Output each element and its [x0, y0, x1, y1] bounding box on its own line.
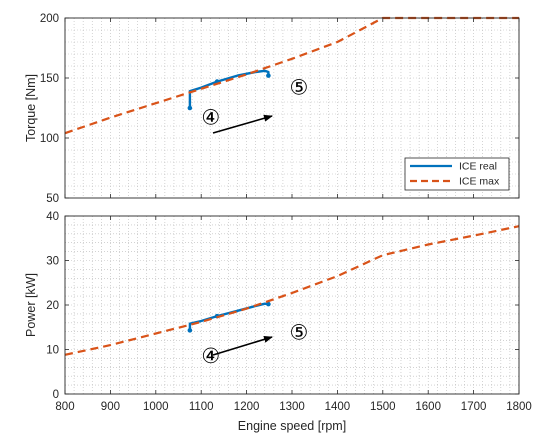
y-tick-label: 200 [40, 13, 59, 25]
y-tick-label: 100 [40, 133, 59, 145]
x-tick-label: 1700 [461, 401, 487, 413]
annotation-arrow [212, 114, 273, 134]
x-tick-label: 1100 [189, 401, 214, 413]
data-point-ice-real [187, 328, 193, 333]
y-tick-label: 20 [46, 300, 59, 312]
x-tick-label: 1000 [143, 401, 169, 413]
x-tick-label: 1500 [370, 401, 396, 413]
x-tick-label: 1600 [415, 401, 441, 413]
y-tick-label: 10 [46, 345, 59, 357]
series-line-ice-real [188, 69, 270, 108]
x-tick-label: 1800 [506, 401, 532, 413]
annotation-label-4: ④ [201, 344, 220, 368]
annotation-arrow [212, 335, 273, 356]
y-axis-label: Power [kW] [24, 273, 38, 337]
series-line-ice-max [64, 225, 520, 356]
legend: ICE real ICE max [404, 157, 510, 191]
data-point-ice-real [187, 105, 193, 111]
legend-label-ice-real: ICE real [459, 161, 497, 173]
annotation-label-4: ④ [201, 106, 220, 130]
y-axis-label: Torque [Nm] [24, 74, 38, 142]
x-tick-label: 1400 [325, 401, 351, 413]
power-panel: 800 900 1000 1100 1200 1300 1400 1500 1600 1700 18… [24, 211, 532, 433]
annotation-label-5: ⑤ [289, 320, 308, 344]
x-tick-label: 900 [101, 401, 120, 413]
x-tick-label: 1200 [234, 401, 260, 413]
y-tick-label: 150 [40, 73, 59, 85]
y-tick-label: 30 [46, 256, 59, 268]
y-tick-label: 50 [46, 193, 59, 205]
y-tick-label: 0 [53, 389, 59, 401]
x-tick-label: 1300 [279, 401, 305, 413]
data-point-ice-real [266, 73, 271, 78]
x-axis-label: Engine speed [rpm] [238, 419, 346, 433]
annotation-label-5: ⑤ [289, 76, 308, 100]
data-point-ice-real [266, 301, 271, 307]
torque-panel: 50 100 150 200 Torque [Nm] ④ ⑤ [24, 13, 520, 205]
legend-label-ice-max: ICE max [459, 176, 500, 188]
legend-box [404, 157, 510, 191]
y-tick-label: 40 [46, 211, 59, 223]
x-tick-label: 800 [55, 401, 74, 413]
plot-area [65, 216, 519, 394]
